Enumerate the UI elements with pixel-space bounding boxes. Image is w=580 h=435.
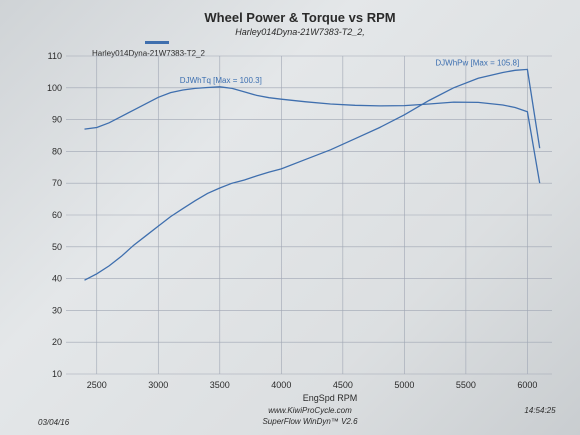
y-tick-label: 10 [52, 369, 62, 379]
x-tick-label: 4000 [271, 380, 291, 390]
chart-title: Wheel Power & Torque vs RPM [204, 10, 395, 25]
website-text: www.KiwiProCycle.com [268, 406, 352, 415]
series-annotations: DJWhTq [Max = 100.3] DJWhPw [Max = 105.8] [180, 58, 519, 84]
software-text: SuperFlow WinDyn™ V2.6 [262, 417, 358, 426]
series-annotation-djwhtq: DJWhTq [Max = 100.3] [180, 76, 262, 85]
footer-date: 03/04/16 [38, 418, 70, 427]
grid [66, 55, 552, 375]
chart-subtitle: Harley014Dyna-21W7383-T2_2, [235, 27, 365, 37]
x-tick-label: 5500 [456, 380, 476, 390]
x-tick-label: 6000 [517, 380, 537, 390]
footer-time: 14:54:25 [524, 406, 556, 415]
y-tick-label: 20 [52, 337, 62, 347]
series-annotation-djwhpw: DJWhPw [Max = 105.8] [435, 58, 519, 67]
x-tick-label: 4500 [333, 380, 353, 390]
y-tick-label: 100 [47, 83, 62, 93]
y-tick-label: 90 [52, 115, 62, 125]
x-axis-ticks: 2500 3000 3500 4000 4500 5000 5500 6000 [87, 380, 538, 390]
y-axis-ticks: 10 20 30 40 50 60 70 80 90 100 110 [47, 51, 62, 379]
series-line-djwhpw [84, 68, 541, 281]
y-tick-label: 80 [52, 146, 62, 156]
x-tick-label: 5000 [394, 380, 414, 390]
y-tick-label: 110 [48, 51, 62, 61]
x-axis-label: EngSpd RPM [303, 393, 358, 403]
y-tick-label: 40 [52, 274, 62, 284]
x-tick-label: 3500 [210, 380, 230, 390]
y-tick-label: 50 [52, 242, 62, 252]
series-line-djwhtq [84, 86, 541, 184]
y-tick-label: 30 [52, 305, 62, 315]
legend-label: Harley014Dyna-21W7383-T2_2 [92, 49, 206, 58]
series-lines [84, 68, 541, 281]
y-tick-label: 60 [52, 210, 62, 220]
x-tick-label: 3000 [148, 380, 168, 390]
legend-swatch [145, 41, 169, 44]
x-tick-label: 2500 [87, 380, 107, 390]
y-tick-label: 70 [52, 178, 62, 188]
